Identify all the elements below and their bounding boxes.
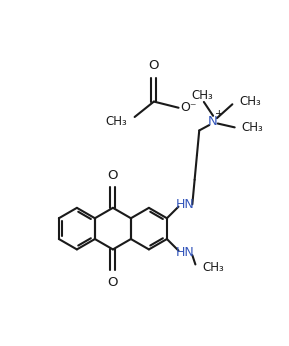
Text: CH₃: CH₃ (191, 89, 213, 101)
Text: CH₃: CH₃ (239, 95, 261, 108)
Text: HN: HN (176, 198, 195, 211)
Text: HN: HN (176, 246, 195, 260)
Text: CH₃: CH₃ (202, 261, 224, 274)
Text: N: N (208, 115, 218, 128)
Text: O: O (108, 276, 118, 289)
Text: O⁻: O⁻ (180, 101, 197, 114)
Text: O: O (108, 169, 118, 182)
Text: CH₃: CH₃ (105, 115, 127, 128)
Text: O: O (149, 58, 159, 72)
Text: CH₃: CH₃ (242, 121, 263, 134)
Text: +: + (215, 109, 224, 119)
